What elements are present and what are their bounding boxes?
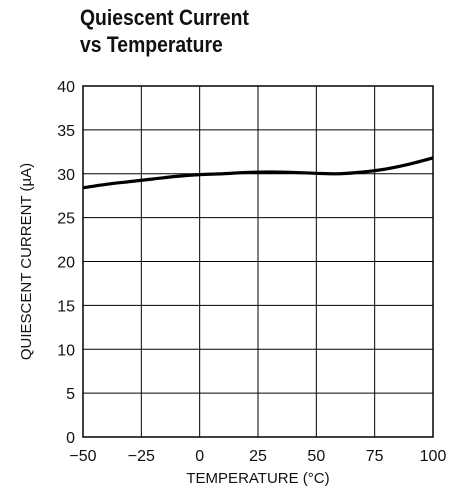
- plot-frame: [82, 85, 434, 438]
- y-tick-label-3: 15: [57, 298, 75, 315]
- x-tick-label-4: 50: [307, 448, 325, 465]
- y-tick-label-4: 20: [57, 255, 75, 272]
- y-axis-label: QUIESCENT CURRENT (µA): [18, 163, 35, 360]
- y-tick-labels: 0 5 10 15 20 25 30 35 40: [57, 79, 75, 447]
- y-tick-label-1: 5: [66, 386, 75, 403]
- x-tick-label-2: 0: [195, 448, 204, 465]
- y-tick-label-8: 40: [57, 79, 75, 96]
- x-tick-label-6: 100: [420, 448, 447, 465]
- chart-title-line-1: Quiescent Current: [80, 5, 249, 30]
- x-tick-label-1: −25: [128, 448, 155, 465]
- x-tick-label-0: −50: [69, 448, 96, 465]
- y-tick-label-0: 0: [66, 430, 75, 447]
- x-axis-label: TEMPERATURE (°C): [186, 470, 329, 487]
- x-tick-label-3: 25: [249, 448, 267, 465]
- x-tick-labels: −50 −25 0 25 50 75 100: [69, 448, 446, 465]
- x-tick-label-5: 75: [366, 448, 384, 465]
- chart-title-line-2: vs Temperature: [80, 32, 223, 57]
- chart-title: Quiescent Current vs Temperature: [80, 4, 362, 58]
- y-tick-label-2: 10: [57, 342, 75, 359]
- series-line-0: [82, 156, 434, 190]
- series-layer: [82, 156, 434, 190]
- y-tick-label-6: 30: [57, 167, 75, 184]
- y-tick-label-7: 35: [57, 123, 75, 140]
- grid-lines: [82, 85, 434, 438]
- y-tick-label-5: 25: [57, 211, 75, 228]
